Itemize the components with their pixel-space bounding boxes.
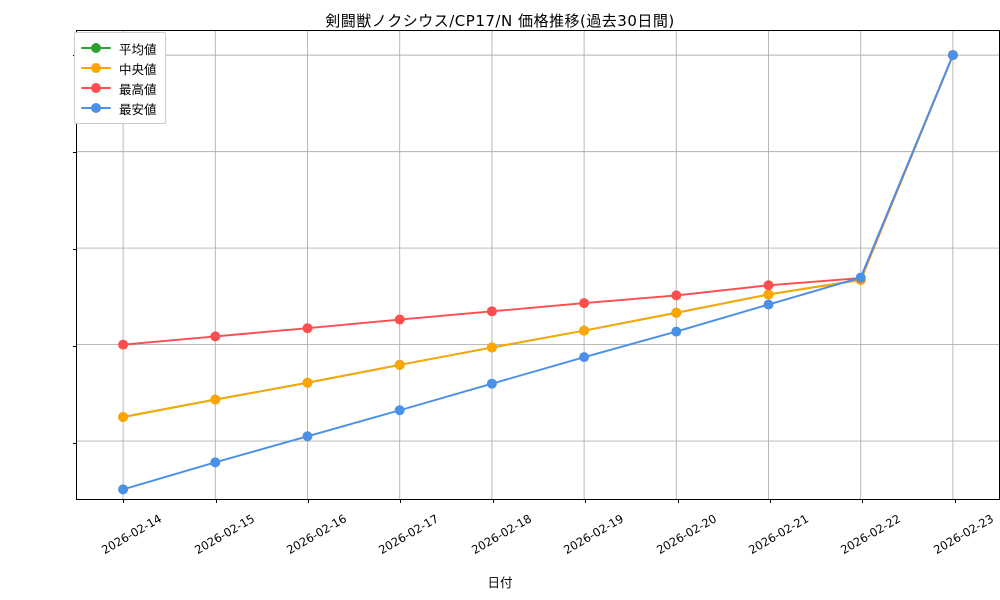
series-line-最高値 — [122, 54, 954, 346]
legend-item-最安値[interactable]: 最安値 — [81, 98, 157, 118]
data-point-marker — [302, 431, 313, 442]
chart-title: 剣闘獣ノクシウス/CP17/N 価格推移(過去30日間) — [325, 12, 675, 30]
legend-label: 中央値 — [119, 61, 157, 77]
data-point-marker — [671, 307, 682, 318]
x-axis-tick-label: 2026-02-16 — [284, 511, 349, 557]
data-point-marker — [855, 272, 866, 283]
data-point-marker — [947, 50, 958, 61]
x-axis-tick-label: 2026-02-19 — [561, 511, 627, 557]
legend-item-平均値[interactable]: 平均値 — [81, 38, 157, 58]
y-axis-tick-mark — [73, 442, 77, 444]
y-axis-tick-mark — [73, 249, 77, 251]
data-point-marker — [210, 457, 221, 468]
data-point-marker — [118, 339, 129, 350]
x-axis-tick-mark — [677, 499, 679, 503]
data-point-marker — [671, 290, 682, 301]
data-point-marker — [210, 331, 221, 342]
x-axis-tick-mark — [770, 499, 771, 503]
x-axis-tick-label: 2026-02-20 — [653, 511, 719, 557]
data-point-marker — [486, 342, 497, 353]
x-axis-tick-mark — [862, 499, 864, 503]
legend-swatch-icon — [81, 62, 111, 74]
data-point-marker — [763, 299, 774, 310]
legend-swatch-icon — [81, 102, 111, 114]
data-point-marker — [394, 405, 405, 416]
x-axis-tick-label: 2026-02-22 — [838, 511, 904, 557]
series-line-平均値 — [122, 54, 954, 418]
y-axis-tick-mark — [73, 152, 77, 154]
data-point-marker — [118, 412, 129, 422]
data-point-marker — [394, 359, 405, 370]
data-point-marker — [118, 484, 129, 495]
data-point-marker — [486, 378, 497, 389]
legend-label: 最高値 — [119, 81, 157, 97]
data-point-marker — [302, 377, 313, 388]
x-axis-tick-mark — [308, 499, 309, 503]
data-point-marker — [394, 314, 405, 325]
x-axis-tick-mark — [123, 499, 125, 503]
data-point-marker — [486, 306, 497, 317]
x-axis-tick-mark — [215, 499, 217, 503]
legend-label: 最安値 — [119, 101, 157, 117]
legend-label: 平均値 — [119, 41, 157, 57]
x-axis-label: 日付 — [487, 575, 513, 590]
data-point-marker — [671, 326, 682, 337]
series-lines — [118, 50, 958, 495]
x-axis-tick-mark — [954, 499, 956, 503]
data-point-marker — [763, 280, 774, 291]
x-axis-tick-mark — [585, 499, 587, 503]
data-point-marker — [302, 323, 313, 334]
x-axis-tick-label: 2026-02-23 — [930, 511, 996, 557]
x-axis-tick-label: 2026-02-14 — [99, 511, 165, 557]
x-axis-tick-label: 2026-02-18 — [468, 511, 534, 557]
x-axis-tick-label: 2026-02-15 — [191, 511, 257, 557]
data-point-marker — [579, 298, 590, 309]
data-point-marker — [579, 352, 590, 363]
series-line-中央値 — [122, 54, 954, 418]
legend-item-最高値[interactable]: 最高値 — [81, 78, 157, 98]
x-axis-tick-label: 2026-02-17 — [376, 511, 442, 557]
series-line-最安値 — [122, 54, 954, 491]
y-axis-tick-mark — [73, 345, 77, 347]
data-point-marker — [579, 325, 590, 336]
chart-legend: 平均値中央値最高値最安値 — [74, 32, 166, 124]
plot-area — [73, 30, 1000, 503]
legend-swatch-icon — [81, 42, 111, 54]
legend-swatch-icon — [81, 82, 111, 94]
data-point-marker — [210, 394, 221, 405]
legend-item-中央値[interactable]: 中央値 — [81, 58, 157, 78]
x-axis-tick-mark — [400, 499, 402, 503]
data-point-marker — [763, 289, 774, 300]
x-axis-tick-mark — [492, 499, 494, 503]
x-axis-tick-label: 2026-02-21 — [746, 511, 811, 557]
